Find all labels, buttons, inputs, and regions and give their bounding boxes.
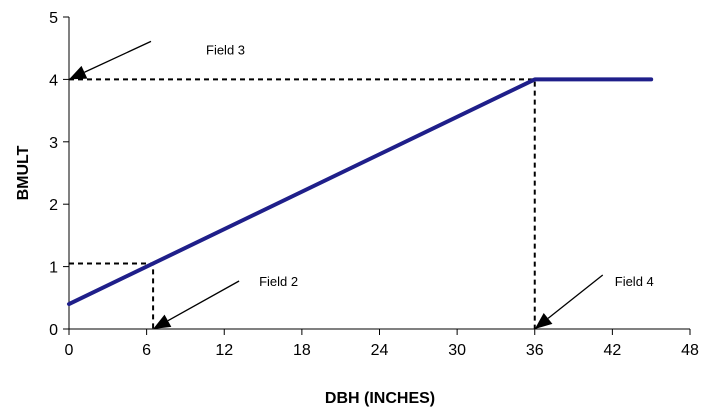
x-tick-label: 12: [215, 342, 233, 359]
series-lines: [67, 77, 654, 307]
y-tick-label: 4: [49, 72, 58, 89]
y-tick-label: 5: [49, 10, 58, 27]
field-3-arrow-head: [69, 65, 88, 80]
x-tick-label: 36: [526, 342, 544, 359]
field-4-label: Field 4: [615, 274, 654, 289]
y-tick-label: 2: [49, 197, 58, 214]
y-tick-label: 3: [49, 135, 58, 152]
field-3-label: Field 3: [206, 42, 245, 57]
reference-lines: [69, 78, 536, 329]
y-tick-label: 0: [49, 322, 58, 339]
field-3-arrow-line: [84, 40, 152, 73]
x-tick-label: 42: [603, 342, 621, 359]
y-axis-title: BMULT: [15, 145, 32, 200]
axes-frame: [68, 17, 690, 330]
field-2-arrow-head: [153, 314, 172, 329]
x-tick-label: 48: [681, 342, 699, 359]
field-2-label: Field 2: [259, 274, 298, 289]
x-tick-label: 6: [142, 342, 151, 359]
field-4-arrow-head: [534, 312, 553, 329]
bmult-series-line: [67, 77, 654, 307]
field-2-arrow-line: [167, 280, 240, 322]
x-axis-title: DBH (INCHES): [325, 390, 435, 407]
x-tick-label: 24: [371, 342, 389, 359]
x-tick-label: 30: [448, 342, 466, 359]
x-tick-label: 0: [65, 342, 74, 359]
annotations: Field 2 Field 3 Field 4: [69, 40, 654, 329]
reference-line: [69, 78, 536, 329]
x-tick-label: 18: [293, 342, 311, 359]
y-tick-label: 1: [49, 260, 58, 277]
field-4-arrow-line: [547, 274, 604, 319]
